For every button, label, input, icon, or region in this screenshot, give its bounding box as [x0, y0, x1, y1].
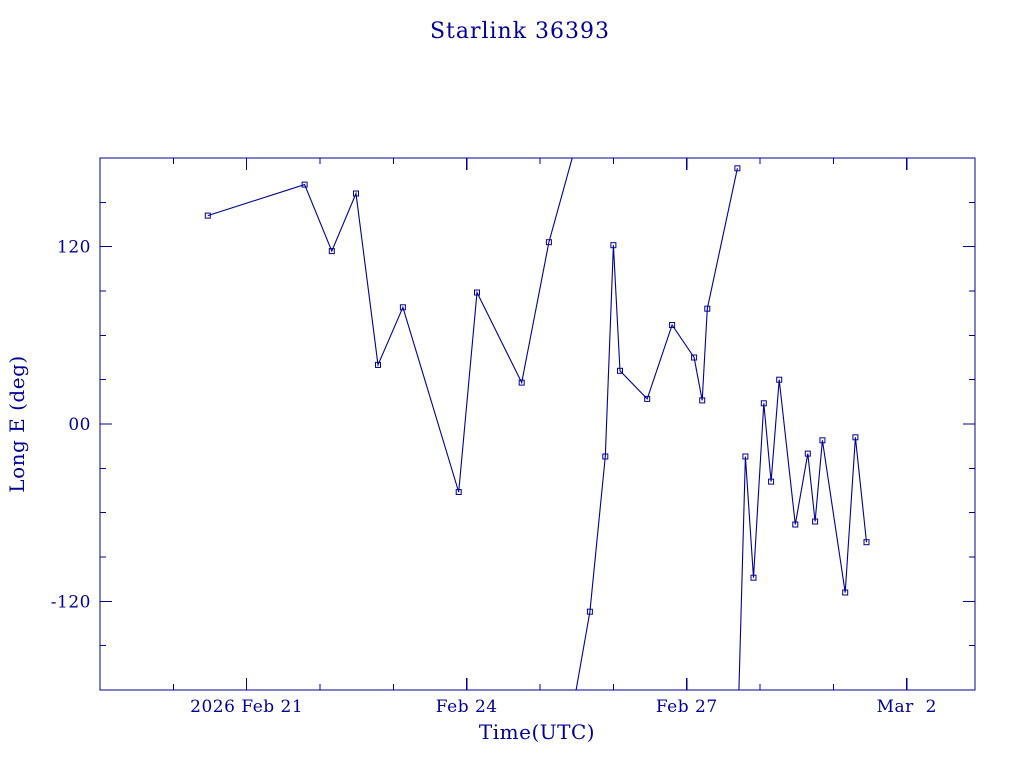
y-tick-label: 120: [57, 238, 91, 258]
data-point-marker: [768, 478, 775, 485]
data-point-marker: [617, 367, 623, 374]
y-axis-title: Long E (deg): [5, 355, 29, 492]
series-track-segment-2: [575, 165, 741, 690]
data-point-marker: [852, 434, 859, 441]
axis-ticks: [100, 158, 975, 690]
x-tick-label: Feb 27: [656, 697, 718, 717]
data-point-marker: [819, 437, 826, 444]
data-point-marker: [760, 400, 767, 407]
data-point-marker: [602, 453, 609, 460]
data-point-marker: [792, 521, 799, 528]
series-line: [207, 158, 573, 493]
data-point-marker: [353, 190, 359, 197]
data-point-marker: [518, 379, 525, 386]
y-tick-label: 00: [68, 415, 91, 435]
data-point-marker: [750, 574, 757, 581]
axis-tick-labels: 2026 Feb 21 Feb 24 Feb 27 Mar 2 120 00 -120: [51, 238, 937, 717]
data-point-marker: [610, 242, 617, 249]
data-point-marker: [812, 518, 819, 525]
data-point-marker: [375, 361, 381, 368]
data-point-marker: [863, 539, 870, 546]
data-point-marker: [704, 305, 711, 312]
series-track-segment-3: [738, 376, 870, 690]
data-point-marker: [804, 450, 811, 457]
series-track-segment-1: [204, 158, 573, 495]
data-point-marker: [455, 489, 462, 495]
y-tick-label: -120: [51, 592, 91, 612]
data-point-marker: [691, 354, 698, 361]
x-tick-label: Mar 2: [877, 697, 937, 717]
data-point-marker: [742, 453, 749, 460]
data-point-marker: [474, 289, 480, 296]
data-series-group: [204, 158, 870, 690]
data-point-marker: [545, 239, 552, 246]
data-point-marker: [204, 212, 211, 219]
x-axis-title: Time(UTC): [479, 720, 595, 744]
plot-frame: [99, 157, 976, 691]
data-point-marker: [328, 248, 335, 255]
data-point-marker: [301, 181, 308, 188]
data-point-marker: [699, 397, 706, 404]
data-point-marker: [776, 376, 783, 383]
data-point-marker: [842, 589, 849, 596]
data-point-marker: [644, 395, 651, 402]
series-line: [738, 379, 868, 690]
data-point-marker: [734, 165, 741, 172]
x-tick-label: Feb 24: [436, 697, 498, 717]
chart-title: Starlink 36393: [430, 19, 610, 44]
data-point-marker: [669, 322, 676, 328]
series-line: [575, 168, 738, 690]
x-tick-label: 2026 Feb 21: [190, 697, 303, 717]
data-point-marker: [586, 608, 593, 615]
data-point-marker: [399, 304, 406, 311]
